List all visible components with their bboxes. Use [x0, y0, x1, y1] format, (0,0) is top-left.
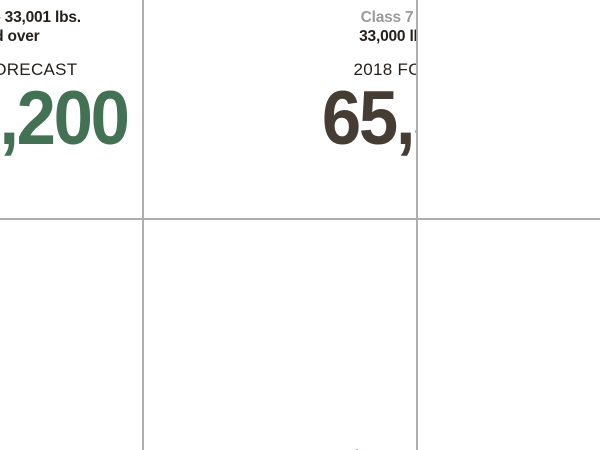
class-range-class-7: – 26,001 - [413, 9, 416, 26]
forecast-cell-class-7: Class 7 – 26,001 - 33,000 lbs. GVWR 2018… [144, 0, 416, 218]
class-label-class-2: Class 2 [344, 448, 397, 450]
forecast-cell-class-6: Class 6 – 19,501 - 26,000 lbs. GVWR 2018… [418, 0, 600, 218]
cell-heading-class-3: Class 3 – 10,001 - 14,000 lbs. GVWR [0, 447, 142, 450]
forecast-cell-class-2: Class 2 – 6,001-10,000 lbs. GVWR 2018 FO… [144, 220, 416, 450]
class-range-line2-class-7: 33,000 lbs. GVWR [359, 28, 416, 46]
class-range-line2-class-8: and over [0, 28, 40, 46]
cell-heading-class-8: Class 8 – 33,001 lbs. and over [0, 8, 142, 46]
class-range-class-3: – 10,001 - [0, 448, 71, 450]
forecast-value-class-8: 333,200 [0, 76, 130, 162]
forecast-label-class-8: 2018 FORECAST [0, 60, 78, 80]
forecast-cell-class-8: Class 8 – 33,001 lbs. and over 2018 FORE… [0, 0, 142, 218]
class-label-class-7: Class 7 [360, 9, 414, 26]
forecast-label-class-7: 2018 FORECAST [353, 60, 416, 80]
grid-divider-vertical-left [142, 0, 144, 450]
class-range-class-8: – 33,001 lbs. [0, 9, 81, 26]
forecast-cell-trailers: Trailers – Excluding container chassis 2… [418, 220, 600, 450]
grid-divider-vertical-right [416, 0, 418, 450]
cell-heading-class-2: Class 2 – 6,001-10,000 lbs. GVWR [289, 447, 416, 450]
grid-divider-horizontal-middle [0, 218, 600, 220]
class-range-class-2: – 6,001-10,000 [397, 448, 416, 450]
forecast-cell-class-3: Class 3 – 10,001 - 14,000 lbs. GVWR 2018… [0, 220, 142, 450]
forecast-value-class-7: 65,525 [321, 76, 416, 162]
cell-heading-class-7: Class 7 – 26,001 - 33,000 lbs. GVWR [289, 8, 416, 46]
